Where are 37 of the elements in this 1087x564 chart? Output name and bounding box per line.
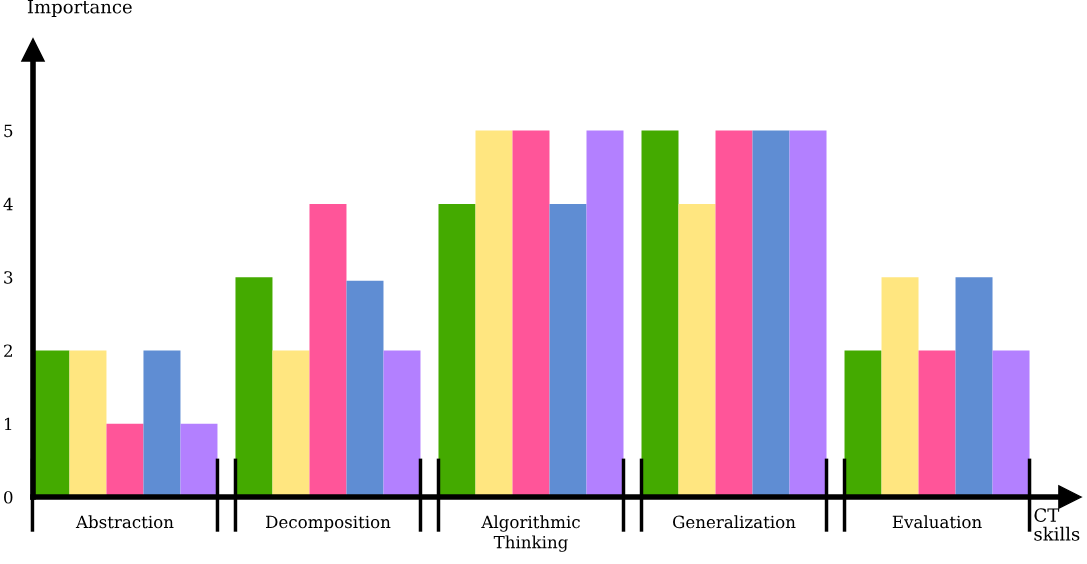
- bar: [383, 350, 421, 497]
- bar: [752, 130, 790, 497]
- bar: [309, 203, 347, 497]
- bar: [272, 350, 310, 497]
- bar: [586, 130, 624, 497]
- x-axis-title: CT skills: [1034, 508, 1080, 541]
- bar: [789, 130, 827, 497]
- y-tick-label: 4: [3, 197, 13, 211]
- x-tick-label: Decomposition: [266, 515, 391, 532]
- bar: [549, 203, 587, 497]
- bar: [715, 130, 753, 497]
- y-tick-label: 1: [4, 417, 12, 431]
- bar: [641, 130, 679, 497]
- bar: [235, 277, 273, 497]
- y-tick-label: 3: [4, 271, 13, 284]
- bar: [438, 203, 476, 497]
- y-axis-title: Importance: [27, 0, 132, 18]
- y-tick-label: 5: [4, 124, 13, 138]
- bar: [992, 350, 1030, 497]
- x-tick-label: Evaluation: [892, 515, 982, 529]
- x-tick-label: Generalization: [673, 515, 796, 529]
- bar: [475, 130, 513, 497]
- bar: [143, 350, 181, 497]
- bar: [678, 203, 716, 497]
- x-tick-label: Algorithmic Thinking: [481, 515, 580, 552]
- bar: [955, 277, 993, 497]
- bar: [881, 277, 919, 497]
- bar: [512, 130, 550, 497]
- bar: [69, 350, 107, 497]
- bar: [346, 280, 384, 497]
- y-tick-label: 0: [4, 490, 13, 504]
- y-tick-label: 2: [4, 344, 12, 357]
- bar: [844, 350, 882, 497]
- bar: [106, 423, 144, 497]
- bar: [180, 423, 218, 497]
- bar: [918, 350, 956, 497]
- x-tick-label: Abstraction: [75, 515, 174, 529]
